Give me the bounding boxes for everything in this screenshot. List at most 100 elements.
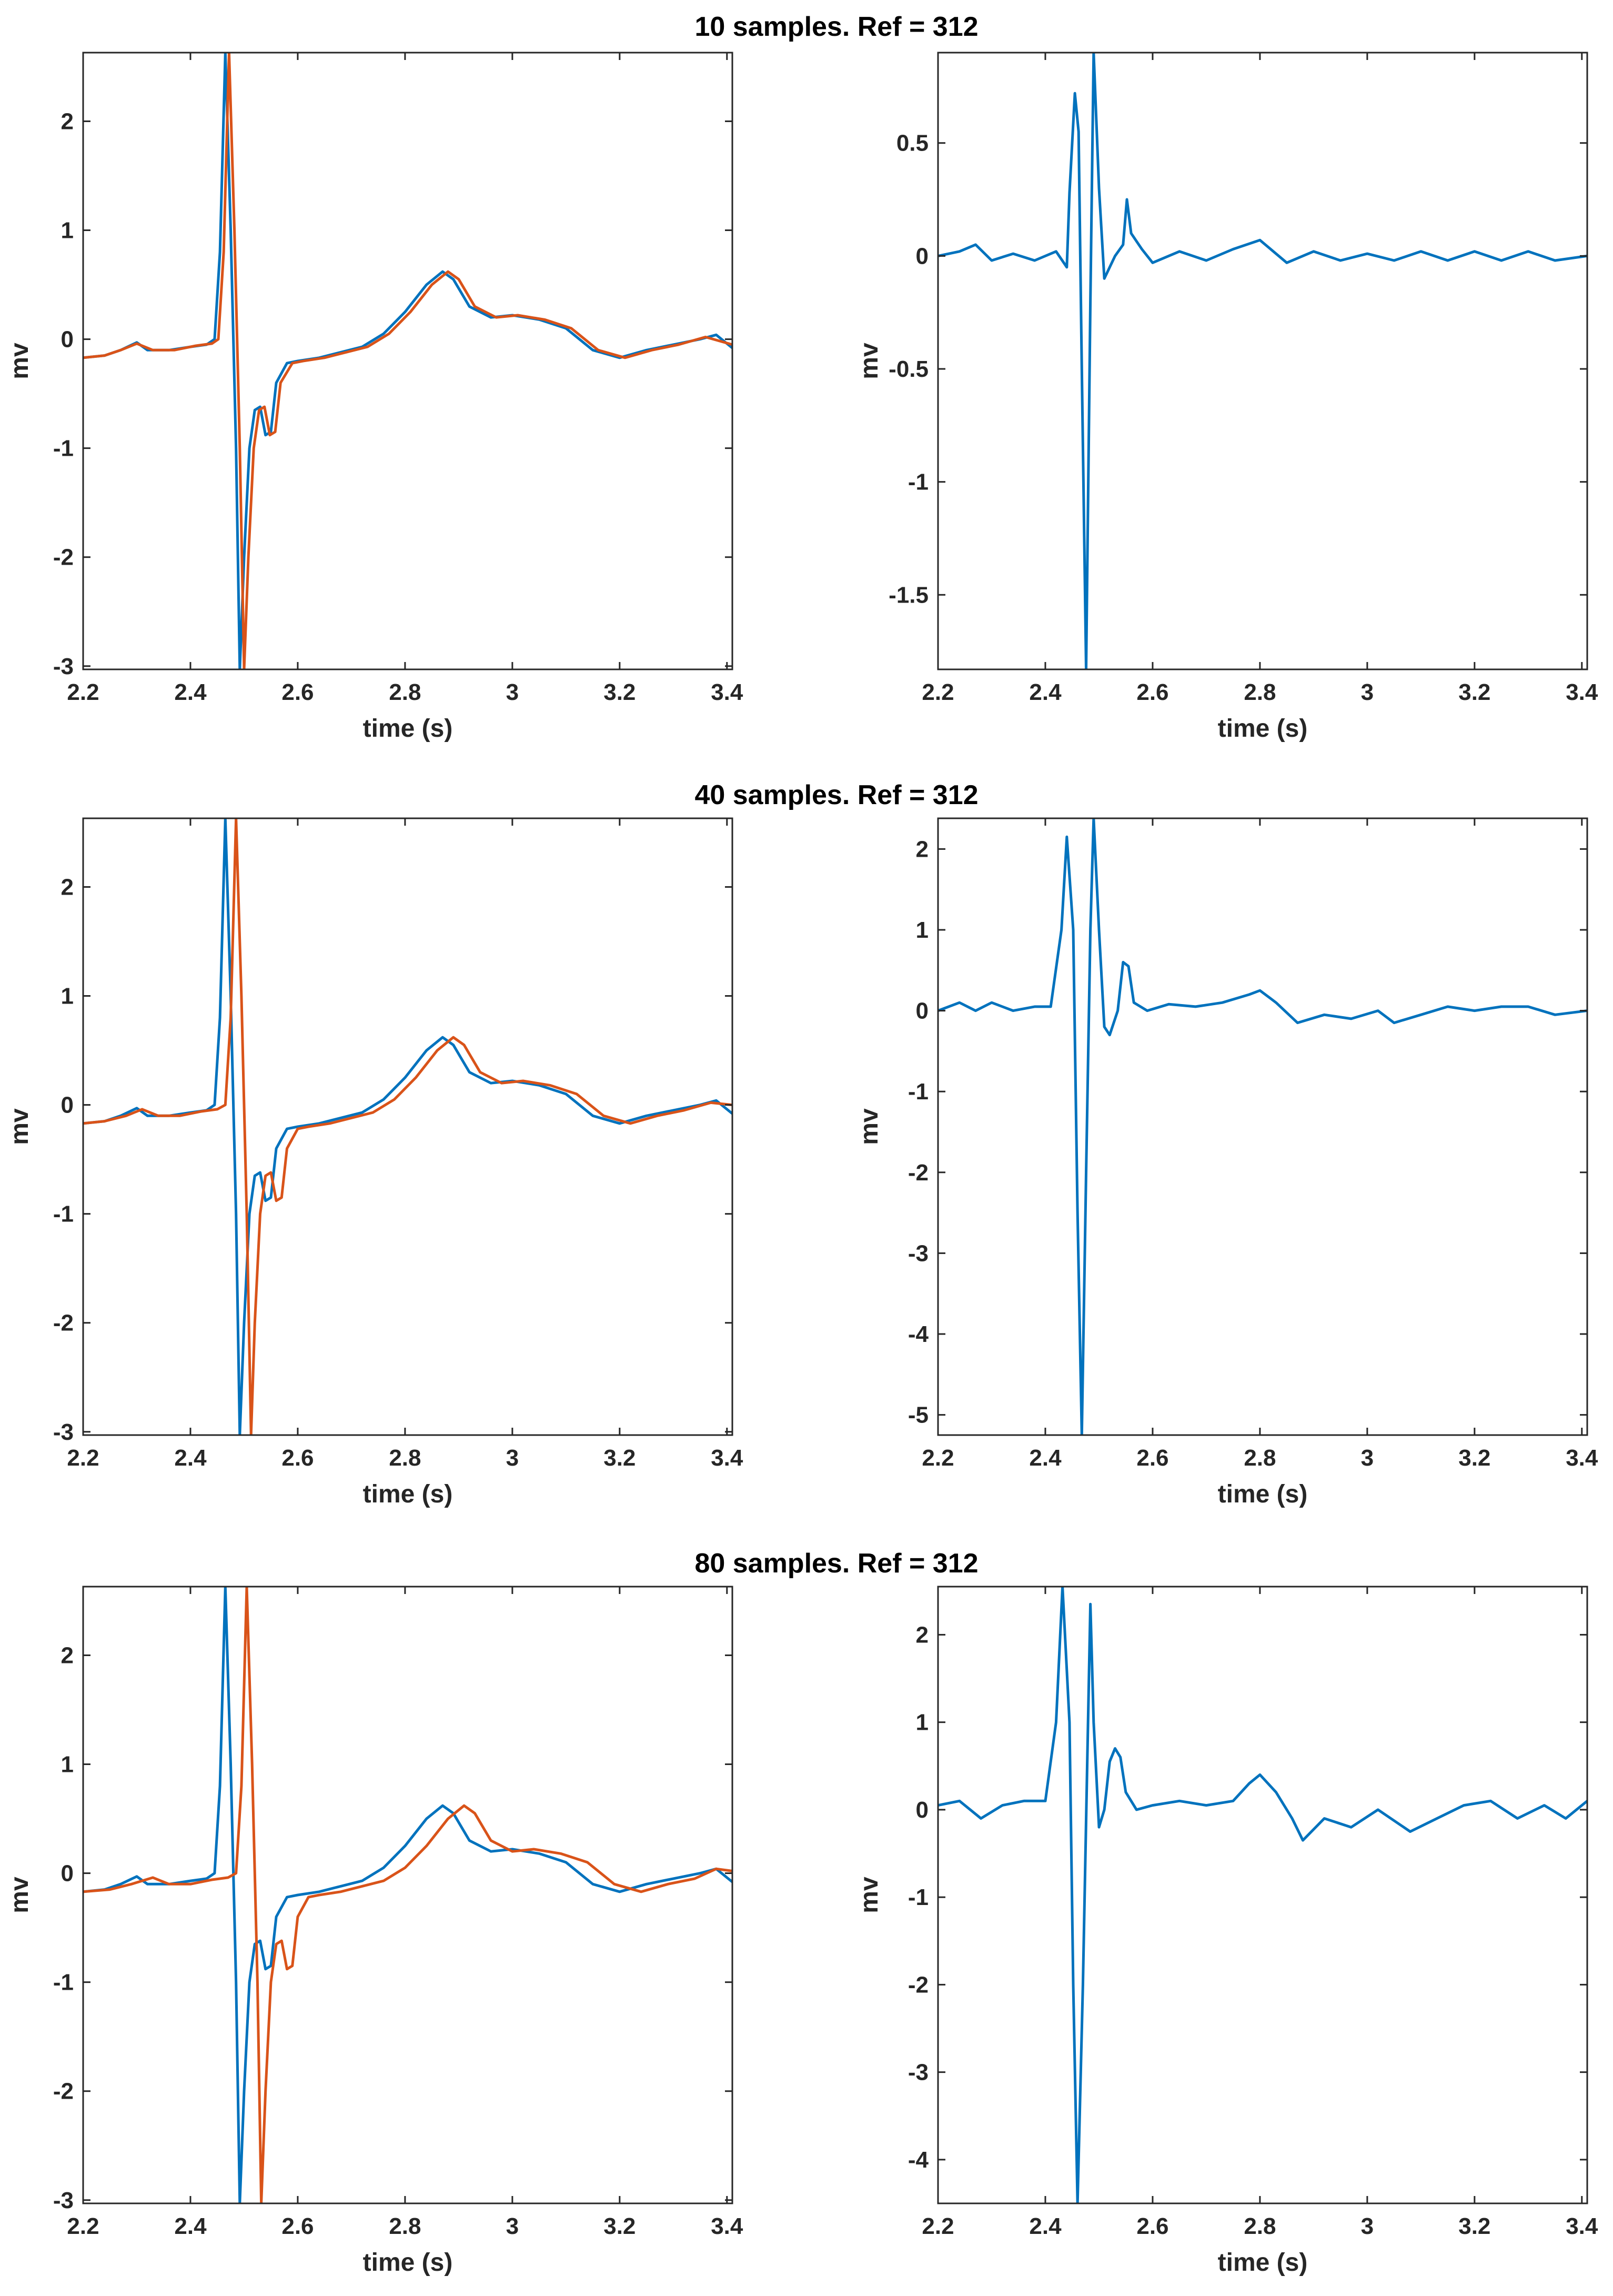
x-tick-label: 2.6 (1136, 1445, 1168, 1471)
row-title: 80 samples. Ref = 312 (694, 1548, 978, 1579)
y-tick-label: 2 (916, 836, 929, 862)
x-tick-label: 3 (1361, 1445, 1374, 1471)
y-tick-label: 1 (61, 218, 74, 244)
x-tick-label: 2.4 (174, 1445, 207, 1471)
y-tick-label: 0 (61, 1092, 74, 1118)
chart-panel-0: 10 samples. Ref = 312 2.2 2.4 2.6 2.8 3 3.2 3.4… (6, 12, 979, 743)
y-tick-label: -1 (908, 469, 929, 495)
x-tick-label: 3.2 (603, 679, 636, 705)
x-tick-label: 2.8 (1244, 1445, 1276, 1471)
y-axis-label: mv (855, 343, 883, 379)
y-tick-label: 0 (916, 243, 929, 269)
x-axis-label: time (s) (1218, 2249, 1308, 2277)
x-tick-label: 2.8 (389, 1445, 421, 1471)
y-tick-label: -1 (908, 1079, 929, 1105)
y-tick-label: -2 (908, 1972, 929, 1998)
chart-panel-5: 2.2 2.4 2.6 2.8 3 3.2 3.4 -4 -3 -2 -1 0 1 2 time (s) mv (855, 1586, 1598, 2277)
series-line-difference (938, 818, 1587, 1435)
x-tick-label: 3.2 (1458, 1445, 1490, 1471)
y-tick-label: 0 (916, 1797, 929, 1823)
axes-box (82, 817, 733, 1436)
x-tick-label: 2.2 (922, 2213, 954, 2239)
x-tick-label: 3.4 (711, 679, 743, 705)
series-line-delayed (83, 1587, 732, 2203)
x-axis-label: time (s) (1218, 715, 1308, 743)
x-axis-label: time (s) (363, 2249, 453, 2277)
x-tick-label: 2.4 (1029, 679, 1062, 705)
x-tick-label: 2.8 (389, 2213, 421, 2239)
chart-panel-2: 40 samples. Ref = 312 2.2 2.4 2.6 2.8 3 3.2 3.4… (6, 780, 979, 1508)
x-tick-label: 3.4 (1566, 679, 1598, 705)
series-line-delayed (83, 818, 732, 1435)
y-tick-label: 0 (61, 1861, 74, 1887)
x-tick-label: 3 (1361, 679, 1374, 705)
row-title: 10 samples. Ref = 312 (694, 12, 978, 42)
x-tick-label: 3 (1361, 2213, 1374, 2239)
x-tick-label: 3.2 (1458, 679, 1490, 705)
x-tick-label: 2.8 (389, 679, 421, 705)
x-tick-label: 3.2 (1458, 2213, 1490, 2239)
x-tick-label: 2.2 (922, 1445, 954, 1471)
y-tick-label: -2 (53, 545, 74, 570)
x-tick-label: 3 (506, 2213, 519, 2239)
axes-box (937, 817, 1588, 1436)
y-tick-label: -2 (908, 1160, 929, 1186)
y-tick-label: 0 (916, 998, 929, 1024)
y-tick-label: -1 (53, 436, 74, 462)
axes-box (82, 52, 733, 670)
x-tick-label: 2.6 (281, 2213, 314, 2239)
x-tick-label: 2.2 (67, 1445, 99, 1471)
axes-box (82, 1586, 733, 2204)
x-tick-label: 3.2 (603, 1445, 636, 1471)
x-tick-label: 2.4 (174, 2213, 207, 2239)
x-tick-label: 2.2 (922, 679, 954, 705)
y-tick-label: -3 (53, 2188, 74, 2213)
y-tick-label: 1 (61, 984, 74, 1009)
x-tick-label: 2.2 (67, 679, 99, 705)
x-tick-label: 2.4 (174, 679, 207, 705)
y-axis-label: mv (6, 1877, 34, 1913)
x-tick-label: 2.6 (281, 1445, 314, 1471)
y-tick-label: -2 (53, 1310, 74, 1336)
charts: 10 samples. Ref = 312 2.2 2.4 2.6 2.8 3 3.2 3.4… (6, 12, 1598, 2277)
y-tick-label: -5 (908, 1402, 929, 1428)
x-tick-label: 2.8 (1244, 679, 1276, 705)
x-tick-label: 3.2 (603, 2213, 636, 2239)
x-tick-label: 3.4 (711, 2213, 743, 2239)
y-tick-label: -3 (908, 1240, 929, 1266)
y-axis-label: mv (855, 1877, 883, 1913)
y-tick-label: -1.5 (889, 582, 929, 608)
x-tick-label: 3 (506, 679, 519, 705)
y-tick-label: 2 (61, 1642, 74, 1668)
series-line-delayed (83, 53, 732, 669)
y-tick-label: -1 (53, 1970, 74, 1996)
x-axis-label: time (s) (1218, 1480, 1308, 1508)
x-axis-label: time (s) (363, 715, 453, 743)
chart-panel-4: 80 samples. Ref = 312 2.2 2.4 2.6 2.8 3 3.2 3.4… (6, 1548, 979, 2277)
y-tick-label: 0.5 (896, 131, 929, 156)
x-tick-label: 2.6 (1136, 679, 1168, 705)
series-line-ecg (83, 1587, 732, 2203)
y-tick-label: -4 (908, 2147, 929, 2173)
y-tick-label: -3 (53, 1419, 74, 1445)
y-tick-label: 2 (61, 874, 74, 900)
series-line-difference (938, 1587, 1587, 2203)
y-tick-label: -1 (53, 1201, 74, 1227)
chart-panel-3: 2.2 2.4 2.6 2.8 3 3.2 3.4 -5 -4 -3 -2 -1 0 1 2 time (s)… (855, 817, 1598, 1508)
y-tick-label: -4 (908, 1321, 929, 1347)
x-axis-label: time (s) (363, 1480, 453, 1508)
y-tick-label: 2 (916, 1622, 929, 1648)
x-tick-label: 2.8 (1244, 2213, 1276, 2239)
series-line-difference (938, 53, 1587, 669)
y-axis-label: mv (6, 343, 34, 379)
y-axis-label: mv (855, 1108, 883, 1145)
chart-panel-1: 2.2 2.4 2.6 2.8 3 3.2 3.4 -1.5 -1 -0.5 0 0.5 time (s… (855, 52, 1598, 743)
y-tick-label: -0.5 (889, 356, 929, 382)
row-title: 40 samples. Ref = 312 (694, 780, 978, 810)
x-tick-label: 3.4 (711, 1445, 743, 1471)
y-tick-label: 1 (916, 1710, 929, 1736)
y-tick-label: 1 (916, 917, 929, 943)
x-tick-label: 2.4 (1029, 1445, 1062, 1471)
x-tick-label: 3.4 (1566, 2213, 1598, 2239)
